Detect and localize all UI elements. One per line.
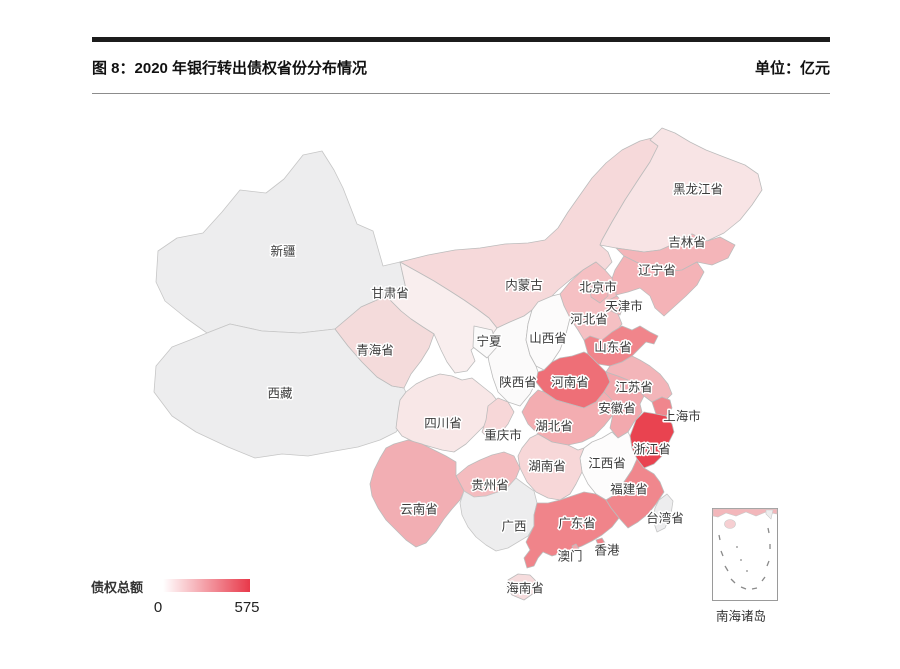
province-taiwan [652, 493, 674, 533]
inset-taiwan-tip [765, 509, 774, 520]
province-label-xinjiang: 新疆 [270, 243, 295, 258]
header-top-bar [92, 37, 830, 42]
province-label-beijing: 北京市 [579, 279, 617, 294]
province-qinghai [334, 295, 435, 389]
province-label-shandong: 山东省 [594, 340, 632, 354]
province-label-hubei: 湖北省 [535, 418, 573, 433]
province-yunnan [369, 439, 465, 548]
figure-title: 图 8：2020 年银行转出债权省份分布情况 [92, 59, 368, 77]
province-label-anhui: 安徽省 [598, 400, 636, 415]
province-label-hunan: 湖南省 [528, 458, 566, 473]
province-label-guizhou: 贵州省 [471, 478, 509, 492]
province-regions [153, 127, 763, 601]
province-label-sichuan: 四川省 [424, 416, 462, 430]
inset-label: 南海诸岛 [716, 608, 766, 623]
province-label-tianjin: 天津市 [605, 298, 643, 313]
province-label-xizang: 西藏 [267, 386, 293, 400]
legend-min-value: 0 [153, 599, 163, 616]
province-label-heilongjiang: 黑龙江省 [673, 182, 723, 196]
unit-label: 单位：亿元 [754, 59, 830, 77]
province-xianggang [595, 537, 606, 548]
province-label-chongqing: 重庆市 [484, 427, 522, 442]
province-hunan [517, 433, 585, 501]
south-china-sea-inset [712, 508, 778, 601]
inset-box [712, 508, 778, 601]
province-label-shanghai: 上海市 [663, 408, 701, 423]
province-label-henan: 河南省 [551, 374, 589, 389]
province-label-jilin: 吉林省 [668, 235, 706, 249]
province-label-ningxia: 宁夏 [476, 333, 502, 348]
province-tianjin [608, 295, 625, 316]
province-label-liaoning: 辽宁省 [638, 262, 676, 277]
province-label-shaanxi: 陕西省 [499, 374, 537, 389]
inset-hainan-island [724, 519, 736, 529]
province-label-guangdong: 广东省 [558, 516, 596, 530]
province-label-jiangxi: 江西省 [588, 456, 626, 470]
province-jiangsu [605, 355, 673, 403]
province-label-hebei: 河北省 [570, 312, 608, 326]
province-label-guangxi: 广西 [501, 519, 526, 533]
nine-dash-line [718, 527, 771, 590]
province-shandong [583, 325, 659, 367]
province-label-gansu: 甘肃省 [371, 286, 409, 300]
province-hainan [505, 573, 538, 601]
province-label-xianggang: 香港 [594, 543, 620, 557]
legend-title: 债权总额 [91, 580, 144, 595]
province-ningxia [472, 325, 498, 359]
province-label-zhejiang: 浙江省 [633, 441, 671, 456]
province-chongqing [481, 397, 515, 441]
province-label-qinghai: 青海省 [356, 342, 394, 357]
province-label-fujian: 福建省 [610, 481, 648, 496]
province-beijing [589, 280, 609, 304]
inset-coastline [712, 508, 778, 518]
legend-gradient-bar [163, 579, 250, 592]
province-label-taiwan: 台湾省 [646, 510, 684, 525]
province-fujian [605, 458, 665, 529]
province-aomen [571, 543, 580, 553]
province-label-aomen: 澳门 [557, 548, 582, 563]
figure-header: 图 8：2020 年银行转出债权省份分布情况 单位：亿元 [92, 54, 830, 80]
province-label-neimenggu: 内蒙古 [505, 277, 543, 292]
province-label-yunnan: 云南省 [400, 501, 438, 516]
header-rule [92, 93, 830, 94]
inset-island-dots [736, 546, 748, 572]
province-label-hainan: 海南省 [506, 580, 544, 595]
legend-max-value: 575 [234, 599, 260, 616]
province-guangdong [523, 491, 620, 569]
province-label-jiangsu: 江苏省 [615, 379, 653, 394]
province-label-shanxi: 山西省 [529, 331, 567, 345]
